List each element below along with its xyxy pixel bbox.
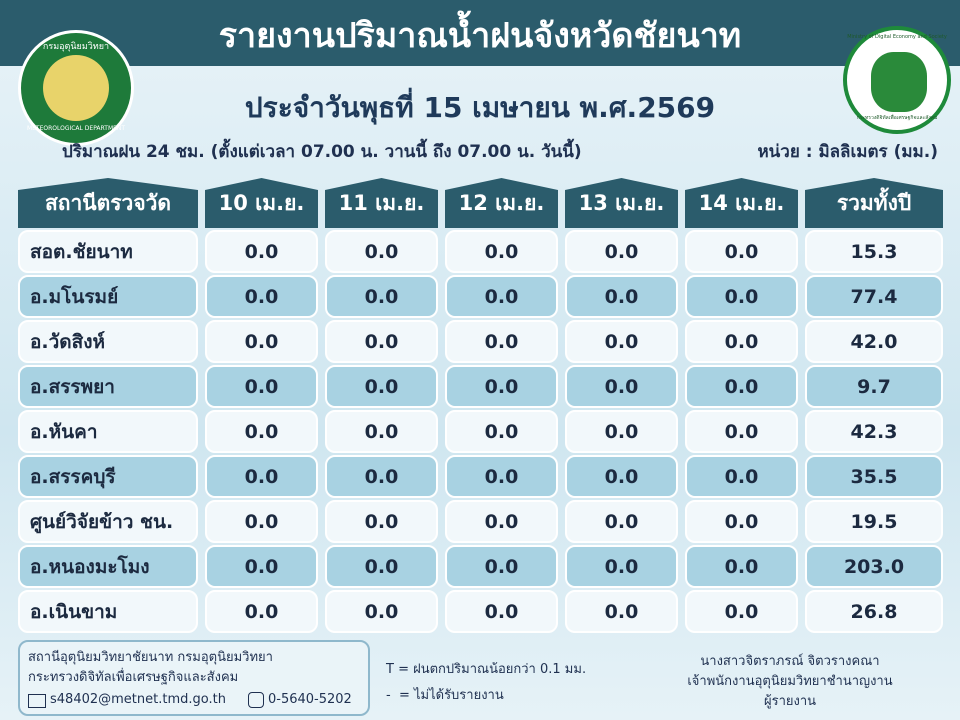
- rain-value: 0.0: [565, 275, 678, 318]
- rain-value: 0.0: [685, 320, 798, 363]
- rain-value: 0.0: [325, 320, 438, 363]
- right-logo: กระทรวงดิจิทัลเพื่อเศรษฐกิจและสังคม Mini…: [843, 26, 951, 134]
- station-name: สอต.ชัยนาท: [18, 230, 198, 273]
- rain-value: 203.0: [805, 545, 943, 588]
- rain-value: 0.0: [565, 590, 678, 633]
- rain-value: 0.0: [685, 455, 798, 498]
- report-date: ประจำวันพุธที่ 15 เมษายน พ.ศ.2569: [244, 91, 716, 124]
- top-bar: [0, 0, 960, 66]
- rain-value: 0.0: [445, 500, 558, 543]
- rain-value: 0.0: [445, 320, 558, 363]
- rain-value: 0.0: [445, 275, 558, 318]
- rain-value: 0.0: [685, 500, 798, 543]
- left-logo: กรมอุตุนิยมวิทยา METEOROLOGICAL DEPARTME…: [18, 30, 134, 146]
- rain-value: 0.0: [445, 230, 558, 273]
- rain-value: 0.0: [325, 275, 438, 318]
- station-name: ศูนย์วิจัยข้าว ชน.: [18, 500, 198, 543]
- column-header: 14 เม.ย.: [685, 178, 798, 228]
- rain-value: 0.0: [445, 365, 558, 408]
- column-header: 11 เม.ย.: [325, 178, 438, 228]
- signer-position: เจ้าพนักงานอุตุนิยมวิทยาชำนาญงาน: [687, 674, 893, 689]
- rain-value: 0.0: [205, 410, 318, 453]
- logo-text: กรมอุตุนิยมวิทยา: [42, 42, 110, 52]
- rain-value: 0.0: [205, 500, 318, 543]
- rain-value: 0.0: [325, 455, 438, 498]
- station-name: อ.มโนรมย์: [18, 275, 198, 318]
- email-icon: [28, 694, 46, 708]
- legend-line: T = ฝนตกปริมาณน้อยกว่า 0.1 มม.: [386, 662, 587, 677]
- rain-value: 0.0: [205, 275, 318, 318]
- rain-value: 0.0: [565, 455, 678, 498]
- signer-role: ผู้รายงาน: [763, 694, 817, 709]
- rain-value: 0.0: [205, 545, 318, 588]
- title: รายงานปริมาณน้ำฝนจังหวัดชัยนาท: [218, 16, 742, 56]
- column-header: 10 เม.ย.: [205, 178, 318, 228]
- station-name: อ.หันคา: [18, 410, 198, 453]
- rain-value: 0.0: [205, 590, 318, 633]
- unit: หน่วย : มิลลิเมตร (มม.): [757, 142, 938, 162]
- rain-value: 0.0: [445, 455, 558, 498]
- rain-value: 0.0: [205, 455, 318, 498]
- station-name: อ.วัดสิงห์: [18, 320, 198, 363]
- rain-value: 0.0: [685, 365, 798, 408]
- station-name: อ.เนินขาม: [18, 590, 198, 633]
- rain-value: 0.0: [325, 500, 438, 543]
- contact-box: สถานีอุตุนิยมวิทยาชัยนาท กรมอุตุนิยมวิทย…: [18, 640, 370, 716]
- station-name: อ.สรรพยา: [18, 365, 198, 408]
- logo-text: METEOROLOGICAL DEPARTMENT: [26, 125, 126, 132]
- rain-value: 0.0: [565, 230, 678, 273]
- org-line: กระทรวงดิจิทัลเพื่อเศรษฐกิจและสังคม: [28, 670, 239, 685]
- column-header: รวมทั้งปี: [805, 178, 943, 228]
- signer-name: นางสาวจิตราภรณ์ จิตวรางคณา: [700, 654, 880, 669]
- subtitle: ปริมาณฝน 24 ชม. (ตั้งแต่เวลา 07.00 น. วา…: [62, 142, 582, 162]
- station-name: อ.หนองมะโมง: [18, 545, 198, 588]
- rain-value: 0.0: [565, 320, 678, 363]
- rain-value: 0.0: [325, 410, 438, 453]
- rain-value: 0.0: [445, 590, 558, 633]
- org-line: สถานีอุตุนิยมวิทยาชัยนาท กรมอุตุนิยมวิทย…: [28, 650, 273, 665]
- email: s48402@metnet.tmd.go.th: [50, 692, 226, 707]
- rain-value: 26.8: [805, 590, 943, 633]
- logo-emblem: [871, 52, 927, 112]
- rain-value: 0.0: [685, 230, 798, 273]
- rain-value: 0.0: [445, 545, 558, 588]
- rain-value: 77.4: [805, 275, 943, 318]
- rain-value: 0.0: [565, 500, 678, 543]
- legend-line: - = ไม่ได้รับรายงาน: [386, 688, 504, 703]
- rain-value: 0.0: [205, 230, 318, 273]
- column-header: 12 เม.ย.: [445, 178, 558, 228]
- rain-value: 9.7: [805, 365, 943, 408]
- rain-value: 0.0: [205, 365, 318, 408]
- rain-value: 0.0: [205, 320, 318, 363]
- phone: 0-5640-5202: [268, 692, 352, 707]
- logo-text: Ministry of Digital Economy and Society: [847, 34, 947, 40]
- rain-value: 0.0: [685, 275, 798, 318]
- rain-value: 0.0: [685, 410, 798, 453]
- rain-value: 0.0: [565, 410, 678, 453]
- rain-value: 0.0: [445, 410, 558, 453]
- station-name: อ.สรรคบุรี: [18, 455, 198, 498]
- rain-value: 0.0: [325, 365, 438, 408]
- column-header: สถานีตรวจวัด: [18, 178, 198, 228]
- rain-value: 0.0: [325, 590, 438, 633]
- rain-value: 42.3: [805, 410, 943, 453]
- rain-value: 0.0: [685, 590, 798, 633]
- rain-value: 19.5: [805, 500, 943, 543]
- rain-value: 35.5: [805, 455, 943, 498]
- rain-value: 0.0: [325, 230, 438, 273]
- rain-value: 0.0: [685, 545, 798, 588]
- logo-emblem: [43, 55, 109, 121]
- rain-value: 0.0: [565, 365, 678, 408]
- logo-text: กระทรวงดิจิทัลเพื่อเศรษฐกิจและสังคม: [856, 115, 938, 121]
- rain-value: 0.0: [565, 545, 678, 588]
- phone-icon: [248, 692, 264, 708]
- rain-value: 0.0: [325, 545, 438, 588]
- column-header: 13 เม.ย.: [565, 178, 678, 228]
- rain-value: 15.3: [805, 230, 943, 273]
- rain-value: 42.0: [805, 320, 943, 363]
